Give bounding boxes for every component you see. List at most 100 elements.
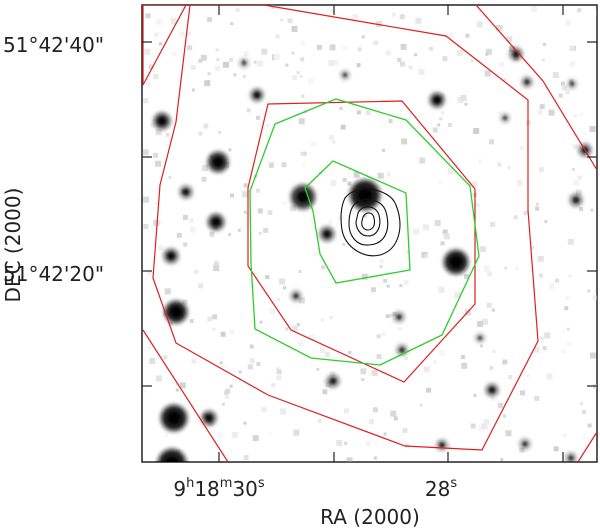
noise-pixel (438, 180, 442, 184)
noise-pixel (377, 172, 384, 179)
noise-pixel (447, 168, 454, 175)
noise-pixel (143, 98, 149, 104)
noise-pixel (464, 274, 470, 280)
noise-pixel (202, 165, 208, 171)
noise-pixel (500, 26, 503, 30)
noise-pixel (189, 319, 194, 324)
noise-pixel (440, 241, 445, 246)
noise-pixel (520, 390, 525, 396)
noise-pixel (579, 402, 583, 406)
noise-pixel (153, 219, 160, 226)
noise-pixel (228, 233, 232, 236)
noise-pixel (299, 74, 303, 78)
optical-source-core (433, 96, 441, 104)
noise-pixel (443, 233, 450, 240)
noise-pixel (265, 275, 270, 280)
noise-pixel (302, 151, 307, 156)
noise-pixel (385, 314, 390, 319)
noise-pixel (275, 34, 280, 39)
noise-pixel (317, 419, 322, 423)
noise-pixel (224, 390, 229, 395)
noise-pixel (564, 89, 570, 95)
y-axis-label: DEC (2000) (1, 188, 25, 303)
optical-source-core (524, 79, 530, 85)
noise-pixel (497, 402, 503, 408)
noise-pixel (433, 359, 437, 364)
noise-pixel (492, 349, 496, 353)
noise-pixel (198, 283, 204, 289)
noise-pixel (393, 416, 398, 421)
noise-pixel (344, 441, 348, 445)
noise-pixel (293, 429, 300, 436)
noise-pixel (155, 202, 159, 206)
black-contour-4 (361, 212, 376, 231)
noise-pixel (149, 357, 156, 364)
y-tick-label: 51°42'20" (3, 262, 104, 286)
optical-source-core (297, 191, 309, 203)
noise-pixel (402, 427, 408, 433)
noise-pixel (419, 403, 423, 407)
x-tick-label: 9h18m30s (173, 476, 265, 501)
noise-pixel (487, 271, 493, 277)
noise-pixel (587, 423, 592, 428)
noise-pixel (426, 387, 432, 393)
x-axis-label: RA (2000) (320, 505, 420, 529)
noise-pixel (372, 40, 377, 45)
noise-pixel (213, 265, 220, 272)
noise-pixel (153, 152, 158, 158)
noise-pixel (580, 112, 584, 116)
noise-pixel (281, 162, 287, 168)
noise-pixel (330, 371, 336, 377)
noise-pixel (230, 22, 234, 26)
noise-pixel (414, 53, 418, 57)
noise-pixel (257, 208, 263, 214)
red-contour-inner (247, 100, 476, 383)
optical-source-core (439, 442, 445, 448)
noise-pixel (502, 414, 506, 418)
noise-pixel (329, 44, 336, 51)
optical-source-core (254, 92, 260, 98)
optical-source-core (573, 197, 579, 203)
noise-pixel (476, 21, 483, 28)
noise-pixel (392, 312, 397, 316)
noise-pixel (502, 359, 508, 365)
noise-pixel (147, 271, 152, 276)
noise-pixel (219, 361, 223, 365)
noise-pixel (471, 273, 475, 277)
noise-pixel (291, 26, 298, 32)
noise-pixel (360, 368, 367, 375)
noise-pixel (146, 82, 151, 87)
noise-pixel (473, 393, 477, 397)
noise-pixel (229, 329, 235, 335)
noise-pixel (249, 358, 255, 364)
noise-pixel (542, 346, 547, 351)
noise-pixel (187, 45, 193, 51)
noise-pixel (253, 60, 257, 64)
optical-source-core (293, 293, 299, 299)
noise-pixel (229, 384, 233, 388)
noise-pixel (495, 24, 502, 31)
noise-pixel (268, 432, 272, 436)
red-contour-outer-right (475, 5, 597, 171)
noise-pixel (256, 115, 260, 120)
noise-pixel (144, 48, 151, 55)
noise-pixel (158, 245, 164, 251)
noise-pixel (419, 157, 426, 164)
noise-pixel (370, 287, 376, 293)
noise-pixel (365, 110, 371, 116)
noise-pixel (324, 351, 330, 357)
noise-pixel (164, 434, 168, 438)
noise-pixel (389, 314, 393, 318)
noise-pixel (179, 382, 186, 389)
optical-source-core (168, 412, 180, 424)
noise-pixel (484, 419, 490, 425)
noise-pixel (542, 42, 546, 46)
noise-pixel (489, 139, 495, 145)
noise-pixel (533, 346, 540, 353)
noise-pixel (565, 20, 571, 26)
noise-pixel (546, 373, 553, 380)
noise-pixel (257, 60, 264, 67)
noise-pixel (147, 346, 151, 350)
noise-pixel (573, 179, 580, 186)
noise-pixel (477, 320, 484, 327)
